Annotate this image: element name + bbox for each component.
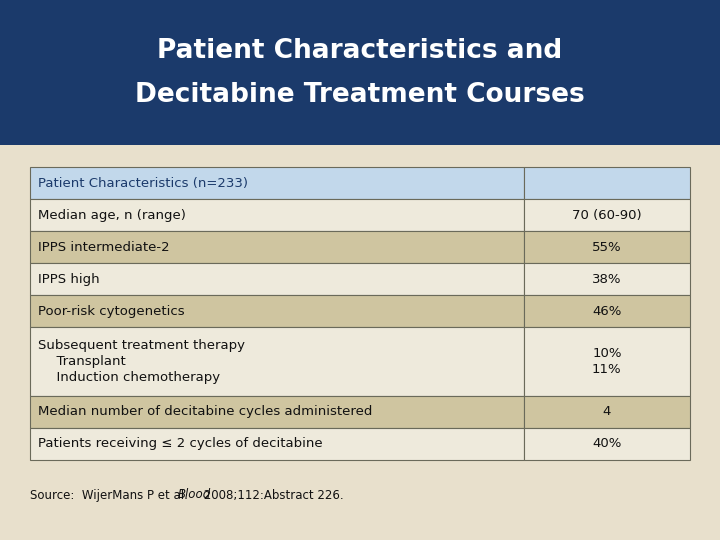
- Bar: [523, 263, 690, 295]
- Text: 11%: 11%: [592, 363, 621, 376]
- Text: 2008;112:Abstract 226.: 2008;112:Abstract 226.: [200, 489, 343, 502]
- Text: Patients receiving ≤ 2 cycles of decitabine: Patients receiving ≤ 2 cycles of decitab…: [38, 437, 323, 450]
- Text: Poor-risk cytogenetics: Poor-risk cytogenetics: [38, 305, 184, 318]
- Bar: [0, 0, 720, 145]
- Text: IPPS high: IPPS high: [38, 273, 99, 286]
- Bar: [30, 231, 523, 263]
- Text: Transplant: Transplant: [48, 355, 126, 368]
- Text: 4: 4: [603, 406, 611, 419]
- Bar: [523, 295, 690, 327]
- Text: Median number of decitabine cycles administered: Median number of decitabine cycles admin…: [38, 406, 372, 419]
- Text: Median age, n (range): Median age, n (range): [38, 208, 186, 221]
- Text: 46%: 46%: [592, 305, 621, 318]
- Text: 70 (60-90): 70 (60-90): [572, 208, 642, 221]
- Bar: [30, 428, 523, 460]
- Bar: [30, 327, 523, 396]
- Text: Induction chemotherapy: Induction chemotherapy: [48, 371, 220, 384]
- Text: Blood: Blood: [178, 489, 211, 502]
- Bar: [523, 428, 690, 460]
- Bar: [523, 167, 690, 199]
- Text: IPPS intermediate-2: IPPS intermediate-2: [38, 240, 170, 254]
- Bar: [523, 396, 690, 428]
- Bar: [30, 263, 523, 295]
- Bar: [523, 231, 690, 263]
- Text: Patient Characteristics and: Patient Characteristics and: [158, 37, 562, 64]
- Text: Decitabine Treatment Courses: Decitabine Treatment Courses: [135, 82, 585, 107]
- Bar: [30, 295, 523, 327]
- Bar: [523, 327, 690, 396]
- Text: 10%: 10%: [592, 347, 621, 360]
- Bar: [30, 199, 523, 231]
- Text: 38%: 38%: [592, 273, 621, 286]
- Text: Patient Characteristics (n=233): Patient Characteristics (n=233): [38, 177, 248, 190]
- Bar: [30, 396, 523, 428]
- Text: Subsequent treatment therapy: Subsequent treatment therapy: [38, 339, 245, 352]
- Bar: [30, 167, 523, 199]
- Text: 55%: 55%: [592, 240, 621, 254]
- Text: Source:  WijerMans P et al.: Source: WijerMans P et al.: [30, 489, 192, 502]
- Text: 40%: 40%: [592, 437, 621, 450]
- Bar: [523, 199, 690, 231]
